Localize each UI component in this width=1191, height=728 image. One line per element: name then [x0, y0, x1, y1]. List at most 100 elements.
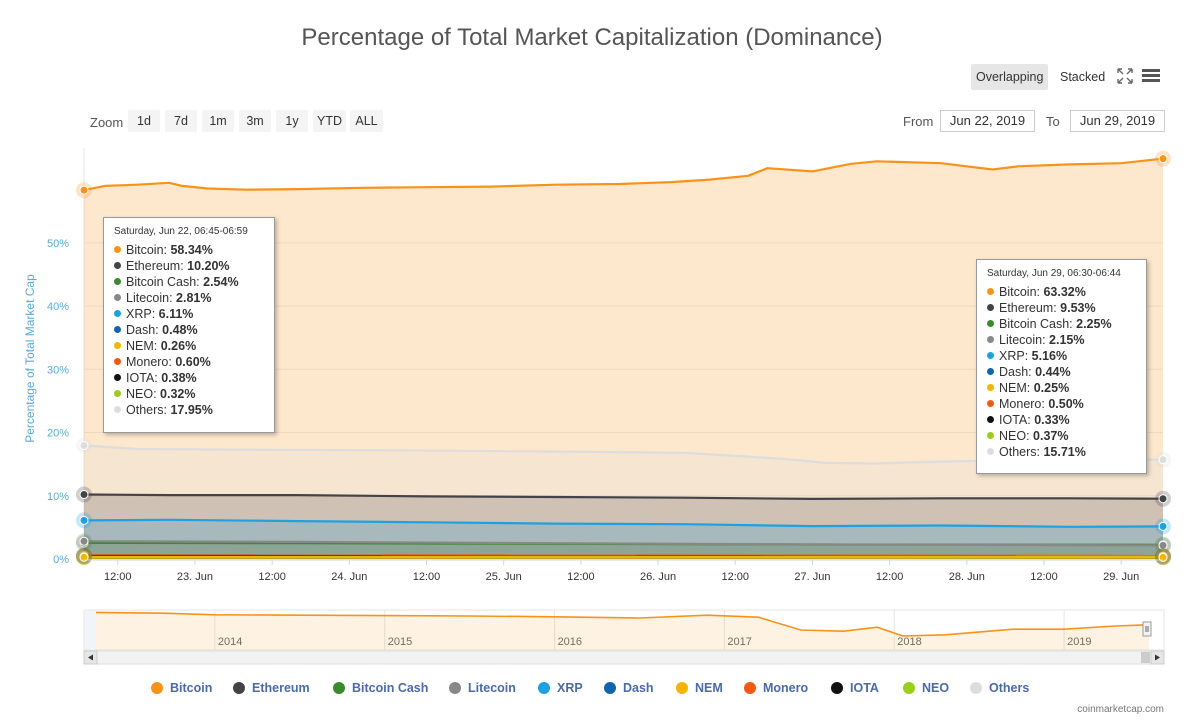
tooltip-row-neo: NEO: 0.37%	[987, 428, 1136, 444]
legend-item-bitcoin-cash[interactable]: Bitcoin Cash	[333, 680, 428, 696]
legend-dot-icon	[151, 681, 163, 694]
tooltip-row-bitcoin: Bitcoin: 58.34%	[114, 242, 264, 258]
x-tick-label: 12:00	[876, 571, 904, 583]
scrollbar-thumb[interactable]	[1141, 652, 1150, 663]
marker-ethereum[interactable]	[1158, 494, 1168, 504]
navigator-frame	[83, 609, 1165, 651]
credit-link[interactable]: coinmarketcap.com	[1077, 704, 1164, 715]
navigator-line-bitcoin	[95, 611, 1150, 637]
line-litecoin[interactable]	[83, 540, 1164, 547]
expand-icon[interactable]	[1117, 68, 1133, 84]
legend-dot-icon	[449, 681, 461, 694]
tooltip-dot-icon	[987, 448, 994, 456]
marker-litecoin[interactable]	[1158, 540, 1168, 550]
tooltip-series-name: Ethereum:	[999, 301, 1061, 315]
tooltip-series-value: 0.44%	[1035, 365, 1071, 379]
area-bitcoin	[84, 158, 1163, 559]
tooltip-dot-icon	[114, 342, 121, 350]
tooltip-series-value: 5.16%	[1031, 349, 1068, 363]
area-others	[84, 445, 1163, 559]
scrollbar-track[interactable]	[83, 650, 1165, 665]
hamburger-menu-icon[interactable]	[1142, 68, 1160, 84]
navigator-year-label: 2015	[388, 636, 412, 648]
x-tick-label: 25. Jun	[486, 571, 522, 583]
area-xrp	[84, 519, 1163, 559]
legend-item-iota[interactable]: IOTA	[831, 680, 879, 696]
marker-ethereum[interactable]	[79, 490, 89, 500]
marker-xrp[interactable]	[79, 515, 89, 525]
y-tick-label: 40%	[47, 301, 69, 313]
tooltip-series-name: NEM:	[126, 339, 161, 353]
marker-others[interactable]	[1158, 455, 1168, 465]
x-tick-label: 12:00	[413, 571, 441, 583]
tooltip-series-name: IOTA:	[999, 413, 1035, 427]
zoom-1d-button[interactable]: 1d	[128, 110, 160, 132]
tooltip-row-iota: IOTA: 0.33%	[987, 412, 1136, 428]
line-bitcoin[interactable]	[83, 157, 1164, 192]
legend-label: NEO	[922, 681, 950, 695]
tooltip-dot-icon	[987, 336, 994, 344]
legend-item-monero[interactable]: Monero	[744, 680, 808, 696]
tooltip-row-litecoin: Litecoin: 2.81%	[114, 290, 264, 306]
legend-item-bitcoin[interactable]: Bitcoin	[151, 680, 212, 696]
marker-nem[interactable]	[1158, 552, 1168, 562]
legend-item-litecoin[interactable]: Litecoin	[449, 680, 516, 696]
tooltip-row-neo: NEO: 0.32%	[114, 386, 264, 402]
x-tick-label: 26. Jun	[640, 571, 676, 583]
tooltip-series-value: 15.71%	[1043, 445, 1086, 459]
tooltip-row-litecoin: Litecoin: 2.15%	[987, 332, 1136, 348]
x-tick-label: 12:00	[567, 571, 595, 583]
navigator-mask-left	[84, 610, 96, 650]
tooltip-series-name: Ethereum:	[126, 259, 188, 273]
overlapping-button[interactable]: Overlapping	[971, 64, 1049, 90]
chart-legend: Bitcoin Ethereum Bitcoin Cash Litecoin XRP Da…	[0, 680, 1191, 696]
y-tick-label: 50%	[47, 238, 69, 250]
legend-label: Bitcoin Cash	[352, 681, 429, 695]
legend-item-ethereum[interactable]: Ethereum	[233, 680, 310, 696]
stacked-button[interactable]: Stacked	[1060, 70, 1106, 84]
marker-litecoin[interactable]	[79, 536, 89, 546]
legend-item-neo[interactable]: NEO	[903, 680, 949, 696]
tooltip-series-value: 0.26%	[160, 339, 197, 353]
zoom-7d-button[interactable]: 7d	[165, 110, 197, 132]
marker-bitcoin[interactable]	[1158, 154, 1168, 164]
line-ethereum[interactable]	[83, 493, 1164, 500]
line-xrp[interactable]	[83, 518, 1164, 528]
legend-item-dash[interactable]: Dash	[604, 680, 654, 696]
zoom-3m-button[interactable]: 3m	[239, 110, 271, 132]
zoom-all-button[interactable]: ALL	[350, 110, 383, 132]
legend-dot-icon	[333, 681, 345, 694]
legend-label: XRP	[557, 681, 583, 695]
legend-item-nem[interactable]: NEM	[676, 680, 723, 696]
tooltip-dot-icon	[987, 384, 994, 392]
zoom-ytd-button[interactable]: YTD	[313, 110, 346, 132]
tooltip-series-value: 10.20%	[187, 259, 230, 273]
legend-item-others[interactable]: Others	[970, 680, 1029, 696]
from-date-input[interactable]: Jun 22, 2019	[940, 110, 1035, 132]
marker-bitcoin[interactable]	[79, 185, 89, 195]
tooltip-row-nem: NEM: 0.25%	[987, 380, 1136, 396]
tooltip-dot-icon	[114, 374, 121, 382]
legend-dot-icon	[233, 681, 245, 694]
tooltip-series-value: 2.54%	[203, 275, 239, 289]
legend-dot-icon	[903, 681, 915, 694]
tooltip-series-name: Litecoin:	[999, 333, 1050, 347]
expand-icon-graphic	[1117, 68, 1133, 84]
tooltip-series-value: 0.25%	[1033, 381, 1070, 395]
zoom-1m-button[interactable]: 1m	[202, 110, 234, 132]
x-tick-label: 27. Jun	[794, 571, 830, 583]
y-tick-label: 30%	[47, 364, 69, 376]
zoom-1y-button[interactable]: 1y	[276, 110, 308, 132]
to-date-input[interactable]: Jun 29, 2019	[1070, 110, 1165, 132]
tooltip-series-value: 0.37%	[1033, 429, 1069, 443]
marker-nem[interactable]	[79, 552, 89, 562]
tooltip-series-value: 2.81%	[176, 291, 212, 305]
tooltip-jun-29: Saturday, Jun 29, 06:30-06:44 Bitcoin: 63…	[976, 259, 1147, 474]
marker-others[interactable]	[79, 441, 89, 451]
tooltip-row-bitcoin-cash: Bitcoin Cash: 2.25%	[987, 316, 1136, 332]
navigator-handle[interactable]	[1142, 621, 1152, 637]
legend-label: Monero	[763, 681, 809, 695]
marker-xrp[interactable]	[1158, 521, 1168, 531]
legend-item-xrp[interactable]: XRP	[538, 680, 583, 696]
legend-dot-icon	[831, 681, 843, 694]
